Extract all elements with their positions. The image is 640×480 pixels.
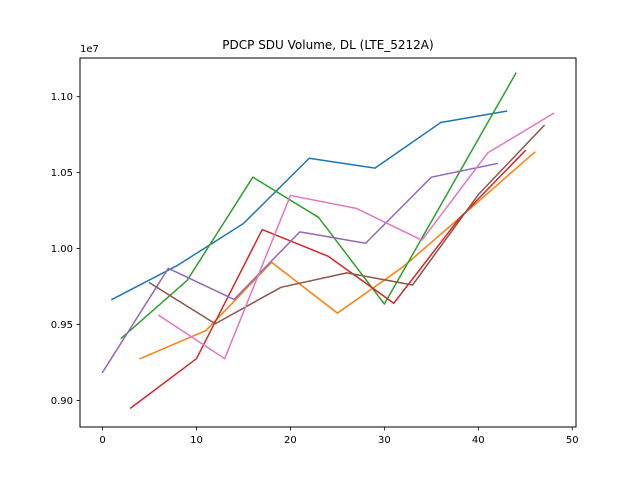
series-line-7 [157,112,555,360]
y-tick-label: 1.05 [51,168,73,179]
y-tick-label: 0.90 [51,396,73,407]
series-line-2 [139,151,536,360]
series-layer [101,72,555,410]
y-tick-label: 0.95 [51,320,73,331]
y-axis-offset-label: 1e7 [80,44,99,55]
chart-title: PDCP SDU Volume, DL (LTE_5212A) [222,38,433,52]
x-tick-label: 30 [378,435,391,446]
plot-frame [79,57,577,428]
y-tick-label: 1.10 [51,92,73,103]
series-line-6 [148,124,546,325]
x-tick-label: 0 [99,435,105,446]
y-tick-label: 1.00 [51,244,73,255]
x-tick-label: 20 [284,435,297,446]
series-line-1 [110,110,508,301]
series-line-5 [101,162,498,374]
series-line-3 [120,72,517,340]
x-tick-label: 40 [472,435,485,446]
series-line-4 [129,149,527,410]
ticks-layer: 0 10 20 30 40 50 0.90 0.95 1.00 1.05 1.10 [51,92,579,446]
x-tick-label: 50 [566,435,579,446]
x-tick-label: 10 [190,435,203,446]
